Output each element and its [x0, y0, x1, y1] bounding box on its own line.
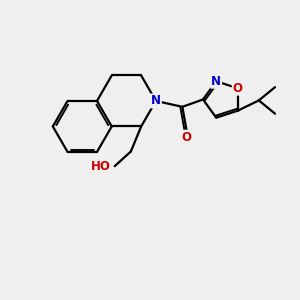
Text: O: O	[232, 82, 243, 95]
Text: N: N	[211, 75, 221, 88]
Text: O: O	[182, 131, 192, 144]
Text: N: N	[151, 94, 161, 107]
Text: HO: HO	[90, 160, 110, 173]
